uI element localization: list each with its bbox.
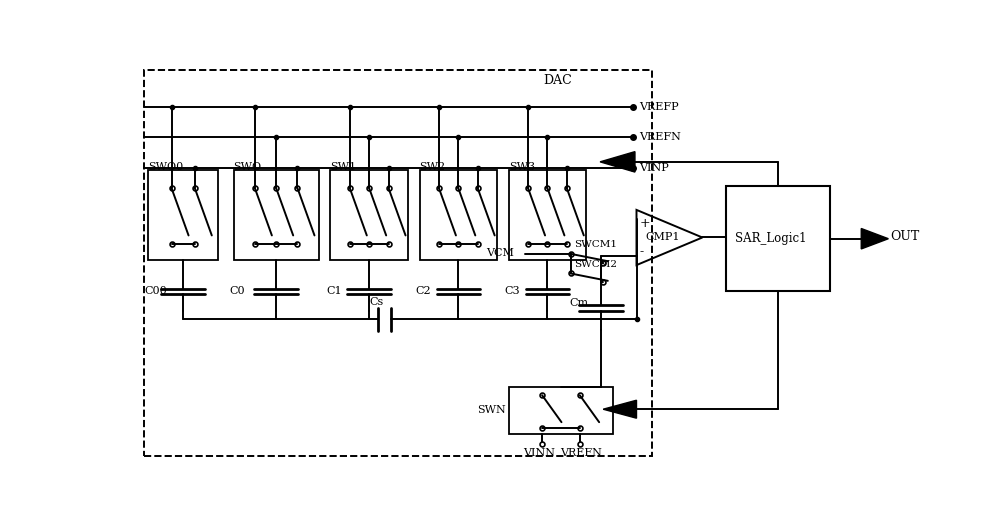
Text: VINN: VINN bbox=[523, 448, 555, 458]
Text: VREFN: VREFN bbox=[639, 132, 681, 142]
Text: SWO: SWO bbox=[234, 162, 262, 172]
Bar bbox=[144, 70, 652, 456]
Polygon shape bbox=[600, 152, 635, 172]
Bar bbox=[148, 170, 218, 260]
Text: VREFP: VREFP bbox=[639, 101, 678, 112]
Bar bbox=[330, 170, 408, 260]
Text: SWCM2: SWCM2 bbox=[574, 260, 617, 269]
Text: VCM: VCM bbox=[486, 247, 514, 258]
Bar bbox=[420, 170, 497, 260]
Text: SAR_Logic1: SAR_Logic1 bbox=[735, 232, 806, 245]
Text: C2: C2 bbox=[416, 286, 431, 296]
Bar bbox=[509, 387, 613, 434]
Bar bbox=[509, 170, 586, 260]
Text: SWCM1: SWCM1 bbox=[574, 241, 617, 250]
Bar bbox=[726, 186, 830, 290]
Text: C1: C1 bbox=[326, 286, 342, 296]
Bar bbox=[234, 170, 319, 260]
Text: SWN: SWN bbox=[478, 405, 506, 415]
Text: SW1: SW1 bbox=[330, 162, 356, 172]
Text: CMP1: CMP1 bbox=[646, 233, 680, 243]
Polygon shape bbox=[861, 228, 888, 249]
Text: Cs: Cs bbox=[369, 297, 383, 307]
Text: C0: C0 bbox=[230, 286, 245, 296]
Text: VREFN: VREFN bbox=[560, 448, 602, 458]
Text: -: - bbox=[640, 245, 644, 258]
Text: Cm: Cm bbox=[570, 298, 589, 308]
Text: +: + bbox=[640, 217, 650, 230]
Text: C3: C3 bbox=[505, 286, 520, 296]
Polygon shape bbox=[603, 400, 637, 418]
Text: SW3: SW3 bbox=[509, 162, 535, 172]
Text: VINP: VINP bbox=[639, 163, 669, 173]
Text: DAC: DAC bbox=[544, 74, 572, 88]
Text: SW2: SW2 bbox=[420, 162, 446, 172]
Text: C00: C00 bbox=[144, 286, 167, 296]
Text: OUT: OUT bbox=[891, 230, 920, 243]
Text: SWO0: SWO0 bbox=[148, 162, 184, 172]
